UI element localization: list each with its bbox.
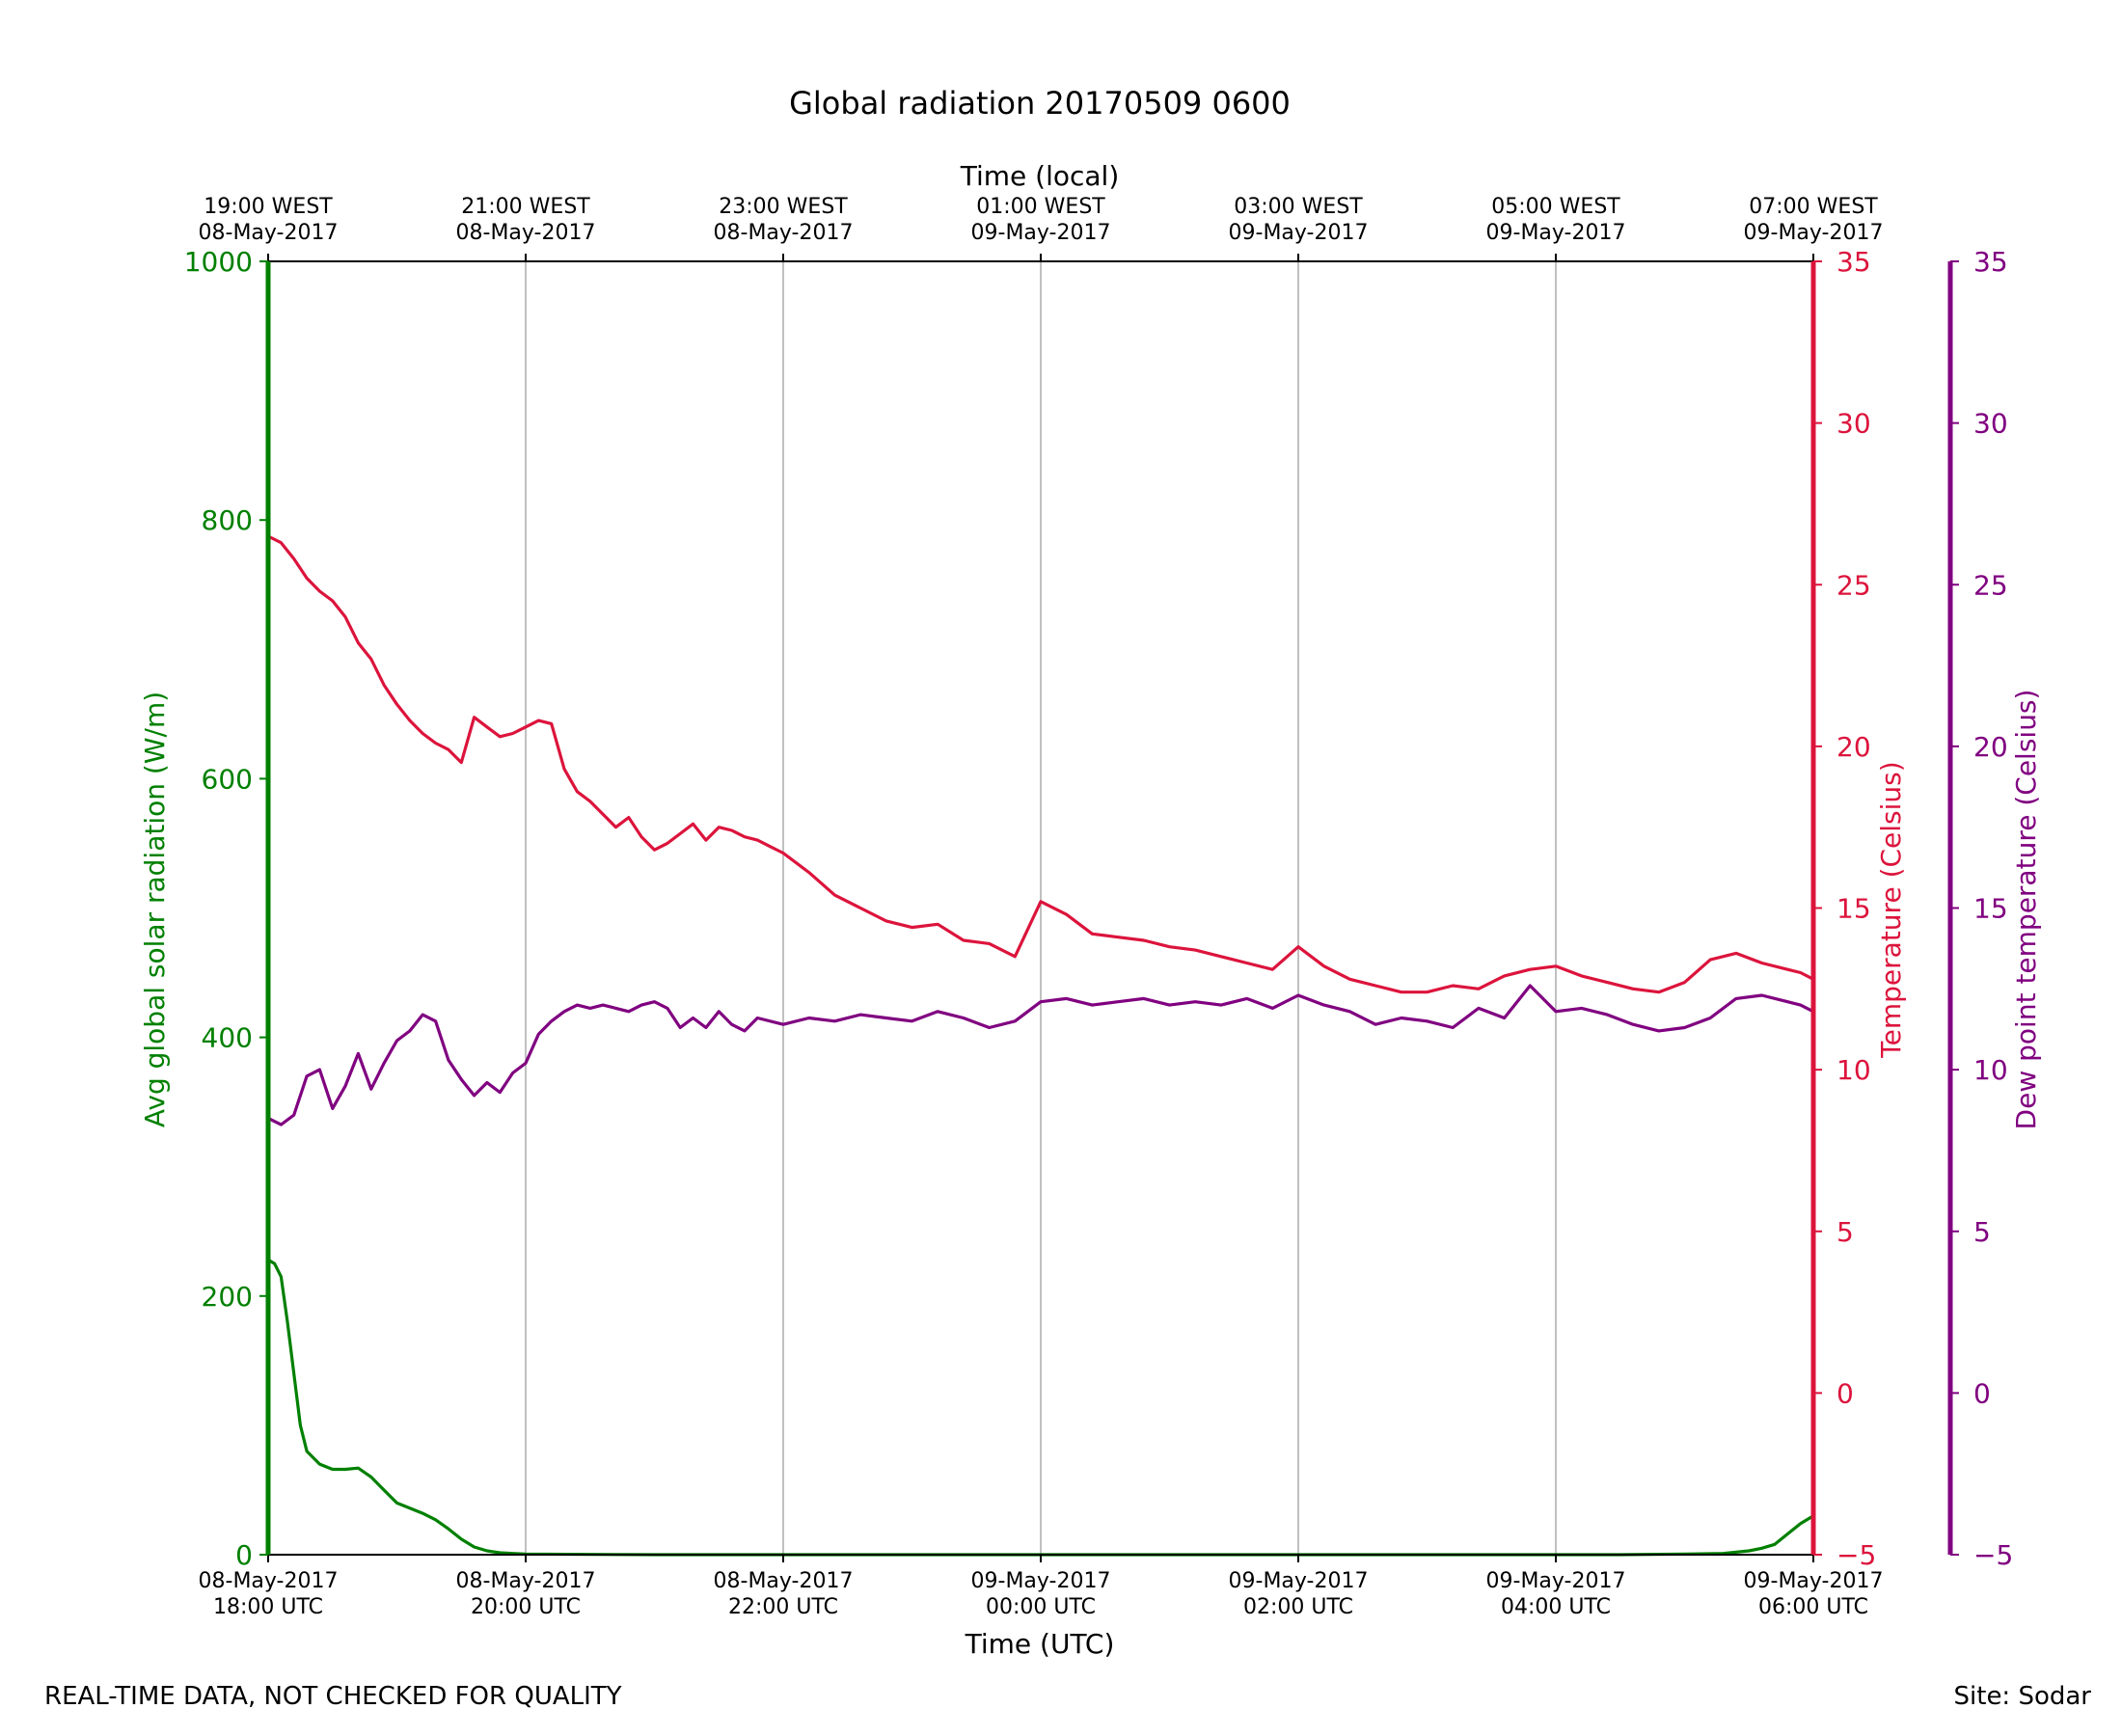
right2-tick-label: 25 <box>1973 569 2008 601</box>
right-tick-label: 30 <box>1836 408 1871 440</box>
bottom-tick-date: 09-May-2017 <box>971 1569 1111 1593</box>
top-tick-time: 19:00 WEST <box>204 195 333 219</box>
left-axis-label: Avg global solar radiation (W/m) <box>139 692 171 1127</box>
right-tick-label: 35 <box>1836 246 1871 278</box>
grid-layer <box>267 261 1814 1555</box>
right-tick-label: 0 <box>1836 1377 1854 1409</box>
right2-tick-label: 15 <box>1973 893 2008 925</box>
left-tick-label: 200 <box>202 1281 253 1313</box>
bottom-tick-date: 08-May-2017 <box>199 1569 339 1593</box>
top-tick-date: 09-May-2017 <box>971 221 1111 245</box>
left-tick-label: 0 <box>235 1539 253 1571</box>
bottom-tick-date: 09-May-2017 <box>1486 1569 1626 1593</box>
bottom-tick-time: 04:00 UTC <box>1501 1595 1611 1619</box>
bottom-tick-time: 06:00 UTC <box>1758 1595 1868 1619</box>
chart-title: Global radiation 20170509 0600 <box>789 85 1291 122</box>
right2-tick-label: 20 <box>1973 731 2008 763</box>
top-tick-date: 08-May-2017 <box>456 221 596 245</box>
bottom-tick-time: 00:00 UTC <box>986 1595 1096 1619</box>
left-tick-label: 1000 <box>184 246 253 278</box>
right-axis-label: Temperature (Celsius) <box>1875 761 1907 1058</box>
bottom-axis-label: Time (UTC) <box>965 1628 1115 1660</box>
right-tick-label: 10 <box>1836 1054 1871 1086</box>
left-tick-label: 800 <box>202 504 253 536</box>
top-tick-time: 21:00 WEST <box>461 195 590 219</box>
right-tick-label: 20 <box>1836 731 1871 763</box>
right2-tick-label: 35 <box>1973 246 2008 278</box>
bottom-tick-date: 09-May-2017 <box>1229 1569 1369 1593</box>
top-tick-time: 23:00 WEST <box>719 195 848 219</box>
right2-tick-label: 0 <box>1973 1377 1991 1409</box>
top-tick-time: 07:00 WEST <box>1749 195 1878 219</box>
dew-point-temperature-line <box>266 984 1815 1126</box>
top-axis-label: Time (local) <box>960 160 1120 192</box>
site-label: Site: Sodar <box>1953 1682 2091 1711</box>
right2-tick-label: 10 <box>1973 1054 2008 1086</box>
right2-tick-label: −5 <box>1973 1539 2013 1571</box>
right-tick-label: 5 <box>1836 1216 1854 1248</box>
top-tick-date: 09-May-2017 <box>1744 221 1884 245</box>
right-tick-label: 25 <box>1836 569 1871 601</box>
right-tick-label: 15 <box>1836 893 1871 925</box>
bottom-tick-time: 02:00 UTC <box>1243 1595 1353 1619</box>
top-tick-date: 09-May-2017 <box>1486 221 1626 245</box>
bottom-tick-time: 22:00 UTC <box>728 1595 838 1619</box>
right-tick-label: −5 <box>1836 1539 1876 1571</box>
top-tick-date: 09-May-2017 <box>1229 221 1369 245</box>
left-tick-label: 600 <box>202 763 253 795</box>
temperature-line <box>266 534 1815 994</box>
top-tick-time: 05:00 WEST <box>1491 195 1620 219</box>
top-tick-date: 08-May-2017 <box>714 221 854 245</box>
right2-tick-label: 30 <box>1973 408 2008 440</box>
right2-axis-label: Dew point temperature (Celsius) <box>2010 690 2042 1130</box>
bottom-tick-date: 08-May-2017 <box>714 1569 854 1593</box>
bottom-tick-time: 18:00 UTC <box>213 1595 323 1619</box>
top-tick-date: 08-May-2017 <box>199 221 339 245</box>
bottom-tick-time: 20:00 UTC <box>471 1595 581 1619</box>
bottom-tick-date: 09-May-2017 <box>1744 1569 1884 1593</box>
top-tick-time: 03:00 WEST <box>1234 195 1363 219</box>
quality-disclaimer: REAL-TIME DATA, NOT CHECKED FOR QUALITY <box>44 1682 622 1711</box>
bottom-tick-date: 08-May-2017 <box>456 1569 596 1593</box>
top-tick-time: 01:00 WEST <box>976 195 1105 219</box>
right2-tick-label: 5 <box>1973 1216 1991 1248</box>
left-tick-label: 400 <box>202 1022 253 1054</box>
